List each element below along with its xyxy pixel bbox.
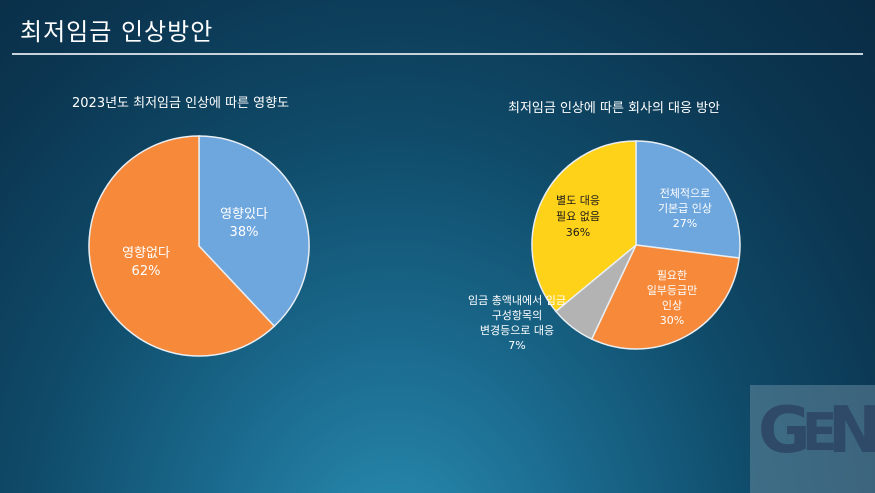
pie-slice	[198, 135, 310, 328]
pie-slice-label: 임금 총액내에서 임금 구성항목의 변경등으로 대응 7%	[468, 294, 566, 352]
pie-slice-label: 별도 대응 필요 없음 36%	[556, 194, 600, 239]
chart1-title: 2023년도 최저임금 인상에 따른 영향도	[72, 96, 290, 111]
gen-logo: G E N	[750, 385, 875, 493]
pie-slice-label: 영향있다 38%	[220, 207, 268, 240]
pie-slice	[635, 140, 741, 259]
pie-slice-label: 영향없다 62%	[122, 246, 170, 279]
page-title: 최저임금 인상방안	[20, 18, 214, 46]
pie-slice	[531, 140, 637, 313]
pie-slice	[88, 135, 276, 357]
chart2-title: 최저임금 인상에 따른 회사의 대응 방안	[508, 101, 721, 116]
pie-chart-impact: 영향있다 38% 영향없다 62%	[88, 135, 310, 357]
pie-slice-label: 필요한 일부등급만 인상 30%	[647, 269, 698, 327]
pie-chart-response: 전체적으로 기본급 인상 27% 필요한 일부등급만 인상 30% 임금 총액내에서 임금 구성…	[468, 140, 741, 352]
title-divider	[12, 53, 863, 55]
pie-slice-label: 전체적으로 기본급 인상 27%	[658, 187, 712, 230]
pie-slice	[590, 244, 741, 350]
